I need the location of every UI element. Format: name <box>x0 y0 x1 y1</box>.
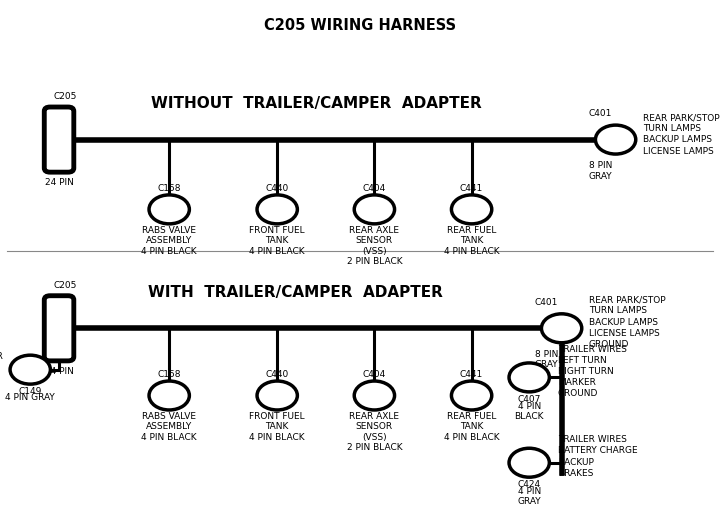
Text: C158: C158 <box>158 184 181 193</box>
Text: FRONT FUEL
TANK
4 PIN BLACK: FRONT FUEL TANK 4 PIN BLACK <box>249 226 305 256</box>
FancyBboxPatch shape <box>45 107 74 172</box>
Text: 4 PIN
GRAY: 4 PIN GRAY <box>518 487 541 507</box>
Circle shape <box>149 381 189 410</box>
Text: 8 PIN
GRAY: 8 PIN GRAY <box>534 350 558 370</box>
Text: REAR AXLE
SENSOR
(VSS)
2 PIN BLACK: REAR AXLE SENSOR (VSS) 2 PIN BLACK <box>346 226 402 266</box>
Circle shape <box>354 381 395 410</box>
Text: 24 PIN: 24 PIN <box>45 367 73 376</box>
Text: C401: C401 <box>535 298 558 307</box>
Circle shape <box>595 125 636 154</box>
Text: REAR FUEL
TANK
4 PIN BLACK: REAR FUEL TANK 4 PIN BLACK <box>444 226 500 256</box>
Text: TRAILER
RELAY
BOX: TRAILER RELAY BOX <box>0 352 3 382</box>
Text: C441: C441 <box>460 184 483 193</box>
Text: WITHOUT  TRAILER/CAMPER  ADAPTER: WITHOUT TRAILER/CAMPER ADAPTER <box>151 96 482 111</box>
Circle shape <box>257 381 297 410</box>
Circle shape <box>257 195 297 224</box>
Circle shape <box>10 355 50 384</box>
Text: C407: C407 <box>518 395 541 404</box>
Text: RABS VALVE
ASSEMBLY
4 PIN BLACK: RABS VALVE ASSEMBLY 4 PIN BLACK <box>141 226 197 256</box>
Circle shape <box>451 195 492 224</box>
Text: C441: C441 <box>460 370 483 379</box>
Text: REAR PARK/STOP
TURN LAMPS
BACKUP LAMPS
LICENSE LAMPS: REAR PARK/STOP TURN LAMPS BACKUP LAMPS L… <box>643 113 719 156</box>
Text: 4 PIN GRAY: 4 PIN GRAY <box>5 393 55 402</box>
Text: FRONT FUEL
TANK
4 PIN BLACK: FRONT FUEL TANK 4 PIN BLACK <box>249 412 305 442</box>
Text: REAR FUEL
TANK
4 PIN BLACK: REAR FUEL TANK 4 PIN BLACK <box>444 412 500 442</box>
Text: 8 PIN
GRAY: 8 PIN GRAY <box>588 161 612 181</box>
Text: C440: C440 <box>266 370 289 379</box>
Circle shape <box>354 195 395 224</box>
Text: TRAILER WIRES
BATTERY CHARGE
BACKUP
BRAKES: TRAILER WIRES BATTERY CHARGE BACKUP BRAK… <box>558 435 638 478</box>
Text: C205: C205 <box>53 281 76 290</box>
Text: C404: C404 <box>363 184 386 193</box>
Text: 24 PIN: 24 PIN <box>45 178 73 187</box>
Circle shape <box>451 381 492 410</box>
Text: WITH  TRAILER/CAMPER  ADAPTER: WITH TRAILER/CAMPER ADAPTER <box>148 284 443 300</box>
Text: 4 PIN
BLACK: 4 PIN BLACK <box>515 402 544 421</box>
Text: REAR PARK/STOP
TURN LAMPS
BACKUP LAMPS
LICENSE LAMPS
GROUND: REAR PARK/STOP TURN LAMPS BACKUP LAMPS L… <box>589 295 665 349</box>
Text: C149: C149 <box>19 387 42 396</box>
Circle shape <box>509 448 549 477</box>
Text: C205: C205 <box>53 92 76 101</box>
Circle shape <box>509 363 549 392</box>
Text: C424: C424 <box>518 480 541 489</box>
Circle shape <box>541 314 582 343</box>
Text: C401: C401 <box>589 109 612 118</box>
Text: C205 WIRING HARNESS: C205 WIRING HARNESS <box>264 18 456 33</box>
FancyBboxPatch shape <box>45 296 74 361</box>
Text: C440: C440 <box>266 184 289 193</box>
Text: C158: C158 <box>158 370 181 379</box>
Circle shape <box>149 195 189 224</box>
Text: RABS VALVE
ASSEMBLY
4 PIN BLACK: RABS VALVE ASSEMBLY 4 PIN BLACK <box>141 412 197 442</box>
Text: C404: C404 <box>363 370 386 379</box>
Text: TRAILER WIRES
LEFT TURN
RIGHT TURN
MARKER
GROUND: TRAILER WIRES LEFT TURN RIGHT TURN MARKE… <box>558 344 627 398</box>
Text: REAR AXLE
SENSOR
(VSS)
2 PIN BLACK: REAR AXLE SENSOR (VSS) 2 PIN BLACK <box>346 412 402 452</box>
